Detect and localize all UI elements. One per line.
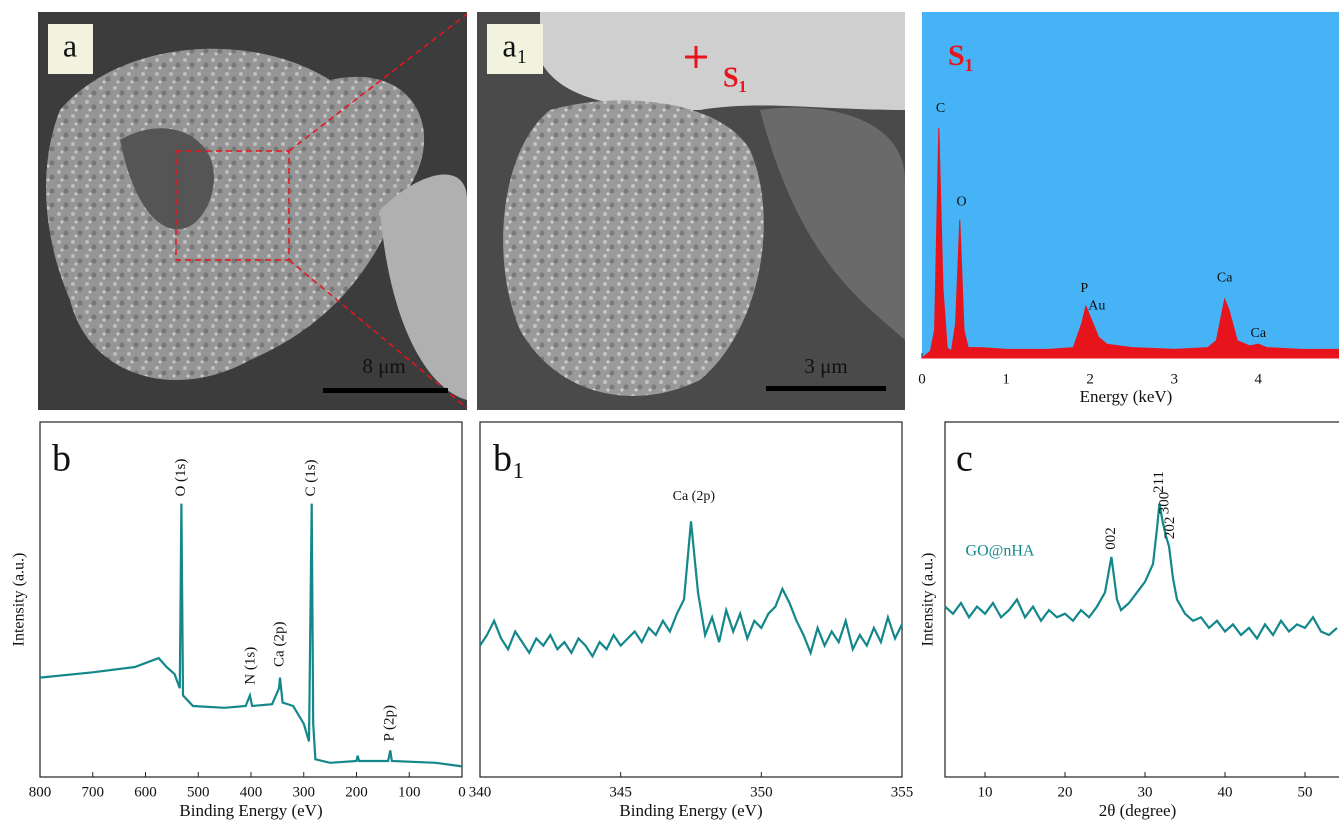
sem-image-a1: a₁ S₁ 3 μm — [477, 12, 905, 410]
x-tick-label: 200 — [345, 784, 368, 800]
y-axis-label: Intensity (a.u.) — [11, 553, 28, 647]
x-axis-label: Binding Energy (eV) — [619, 801, 762, 820]
x-axis-label: 2θ (degree) — [1099, 801, 1177, 820]
peak-label: 300 — [1156, 492, 1172, 515]
peak-label: Ca — [1217, 271, 1233, 286]
x-tick-label: 345 — [609, 784, 632, 800]
x-tick-label: 400 — [240, 784, 263, 800]
peak-label: C (1s) — [303, 459, 319, 496]
spectrum-line — [945, 504, 1337, 639]
peak-label: 002 — [1103, 527, 1119, 550]
x-tick-label: 10 — [978, 784, 993, 800]
spectrum-line — [40, 504, 462, 767]
panel-label: a₁ — [502, 27, 527, 63]
x-tick-label: 0 — [458, 784, 466, 800]
x-tick-label: 3 — [1170, 371, 1178, 387]
peak-label: O — [956, 195, 966, 210]
x-tick-label: 100 — [398, 784, 421, 800]
peak-label: Ca (2p) — [673, 489, 716, 504]
x-tick-label: 355 — [891, 784, 914, 800]
panel-label: b — [52, 438, 71, 480]
peak-label: N (1s) — [242, 647, 258, 685]
peak-label: Ca (2p) — [271, 622, 287, 667]
x-axis-label: Binding Energy (eV) — [179, 801, 322, 820]
x-tick-label: 600 — [134, 784, 157, 800]
plot-background — [922, 12, 1339, 358]
x-tick-label: 300 — [293, 784, 316, 800]
y-axis-label: Intensity (a.u.) — [920, 553, 937, 647]
x-tick-label: 800 — [29, 784, 52, 800]
figure: a 8 μm a₁ S₁ 3 μm 0 1 2 345 C O PAu Ca Ca S₁ Energ… — [0, 0, 1339, 823]
marker-label: S₁ — [723, 62, 747, 93]
panel-label: a — [63, 27, 77, 63]
x-axis-label: Energy (keV) — [1080, 387, 1173, 406]
x-tick-label: 350 — [750, 784, 773, 800]
x-tick-label: 4 — [1255, 371, 1263, 387]
peak-label: C — [936, 101, 945, 116]
series-label: GO@nHA — [966, 543, 1035, 560]
peak-label: O (1s) — [173, 459, 189, 497]
panel-label: c — [956, 438, 973, 480]
peak-label: 202 — [1162, 517, 1178, 540]
page: {"images": [ {"label": "a", "scale_bar":… — [0, 0, 1339, 823]
sem-image-a: a 8 μm — [38, 12, 467, 410]
peak-label: 211 — [1151, 471, 1167, 493]
x-tick-label: 500 — [187, 784, 210, 800]
plot-frame — [40, 422, 462, 777]
x-tick-label: 2 — [1086, 371, 1094, 387]
plot-frame — [945, 422, 1339, 777]
peak-label: P (2p) — [382, 705, 398, 742]
peak-label: P — [1080, 281, 1088, 296]
x-tick-label: 0 — [918, 371, 926, 387]
x-tick-label: 1 — [1002, 371, 1010, 387]
x-tick-label: 40 — [1218, 784, 1233, 800]
peak-label: Ca — [1251, 326, 1267, 341]
panel-label: b₁ — [493, 438, 525, 480]
x-tick-label: 340 — [469, 784, 492, 800]
scale-bar-label: 8 μm — [362, 354, 405, 378]
peak-label: Au — [1088, 298, 1105, 313]
x-tick-label: 700 — [82, 784, 105, 800]
panel-label: S₁ — [948, 39, 974, 72]
x-tick-label: 20 — [1058, 784, 1073, 800]
spectrum-line — [480, 521, 902, 656]
plot-frame — [480, 422, 902, 777]
scale-bar-label: 3 μm — [804, 354, 847, 378]
x-tick-label: 30 — [1138, 784, 1153, 800]
x-tick-label: 50 — [1298, 784, 1313, 800]
